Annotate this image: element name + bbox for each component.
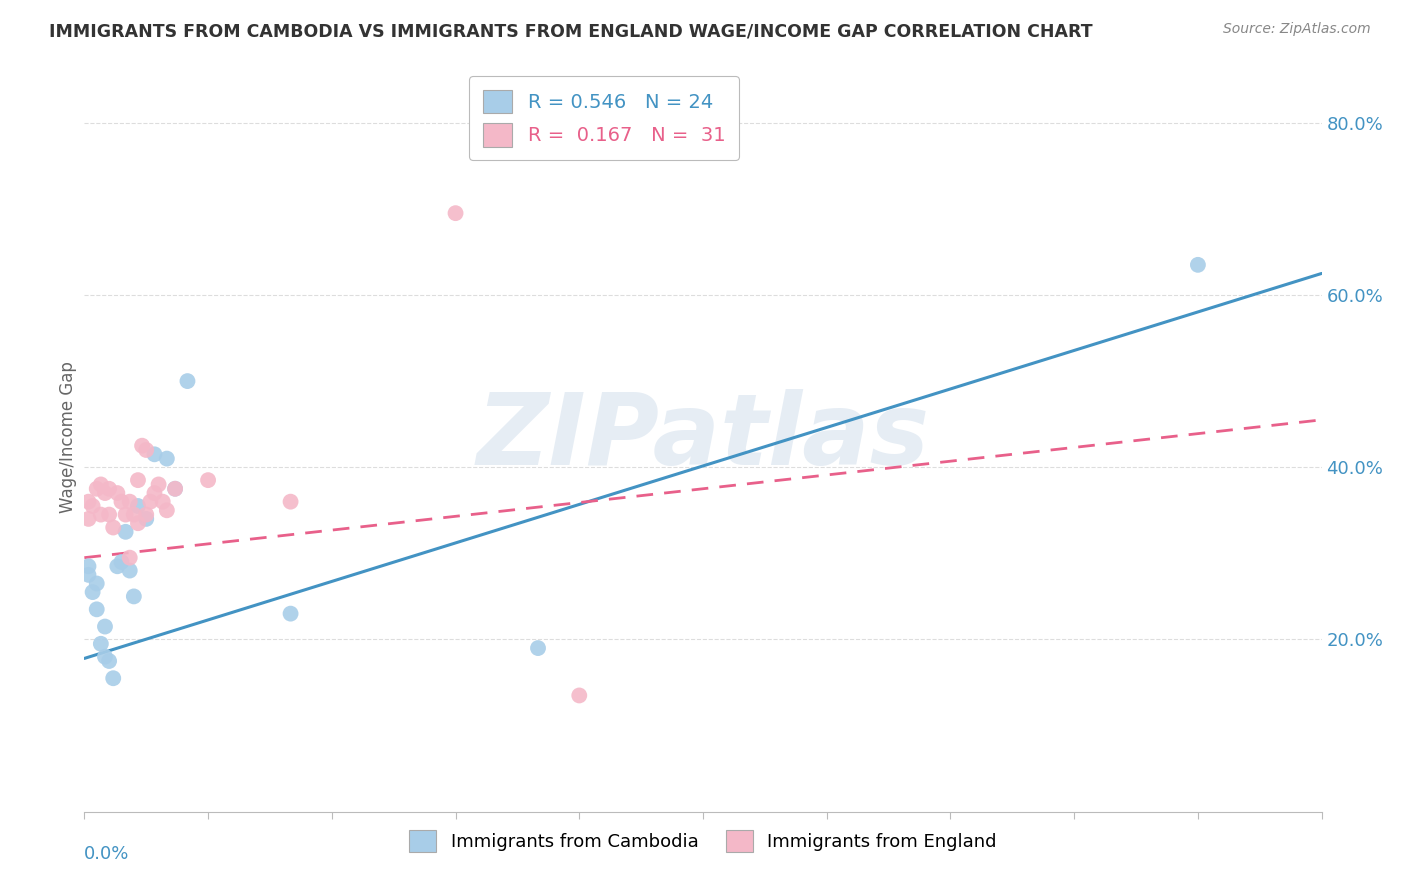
Point <box>280 607 302 621</box>
Point <box>94 619 117 633</box>
Point <box>156 503 179 517</box>
Point <box>82 585 104 599</box>
Point <box>127 499 149 513</box>
Text: ZIPatlas: ZIPatlas <box>477 389 929 485</box>
Point <box>94 649 117 664</box>
Point <box>444 206 467 220</box>
Y-axis label: Wage/Income Gap: Wage/Income Gap <box>59 361 77 513</box>
Point <box>131 439 153 453</box>
Text: Source: ZipAtlas.com: Source: ZipAtlas.com <box>1223 22 1371 37</box>
Point <box>135 442 157 457</box>
Point <box>82 499 104 513</box>
Point <box>86 602 108 616</box>
Point <box>90 508 112 522</box>
Point <box>105 486 128 500</box>
Point <box>527 641 550 656</box>
Point <box>86 482 108 496</box>
Point <box>197 473 219 487</box>
Text: 0.0%: 0.0% <box>84 846 129 863</box>
Legend: Immigrants from Cambodia, Immigrants from England: Immigrants from Cambodia, Immigrants fro… <box>402 822 1004 859</box>
Point <box>105 559 128 574</box>
Point <box>152 494 174 508</box>
Point <box>77 494 100 508</box>
Point <box>165 482 187 496</box>
Point <box>135 512 157 526</box>
Point <box>110 555 132 569</box>
Point <box>90 477 112 491</box>
Point <box>77 567 100 582</box>
Point <box>114 508 136 522</box>
Point <box>135 508 157 522</box>
Text: IMMIGRANTS FROM CAMBODIA VS IMMIGRANTS FROM ENGLAND WAGE/INCOME GAP CORRELATION : IMMIGRANTS FROM CAMBODIA VS IMMIGRANTS F… <box>49 22 1092 40</box>
Point <box>98 482 121 496</box>
Point <box>1187 258 1209 272</box>
Point <box>98 508 121 522</box>
Point <box>98 654 121 668</box>
Point <box>139 494 162 508</box>
Point <box>122 508 145 522</box>
Point <box>94 486 117 500</box>
Point <box>568 689 591 703</box>
Point <box>280 494 302 508</box>
Point <box>114 524 136 539</box>
Point <box>127 516 149 531</box>
Point <box>118 494 141 508</box>
Point <box>86 576 108 591</box>
Point <box>118 550 141 565</box>
Point <box>156 451 179 466</box>
Point <box>103 671 125 685</box>
Point <box>165 482 187 496</box>
Point <box>110 494 132 508</box>
Point <box>90 637 112 651</box>
Point <box>148 477 170 491</box>
Point <box>127 473 149 487</box>
Point <box>143 447 166 461</box>
Point <box>103 520 125 534</box>
Point <box>176 374 198 388</box>
Point <box>118 564 141 578</box>
Point <box>77 512 100 526</box>
Point <box>122 590 145 604</box>
Point <box>143 486 166 500</box>
Point <box>77 559 100 574</box>
